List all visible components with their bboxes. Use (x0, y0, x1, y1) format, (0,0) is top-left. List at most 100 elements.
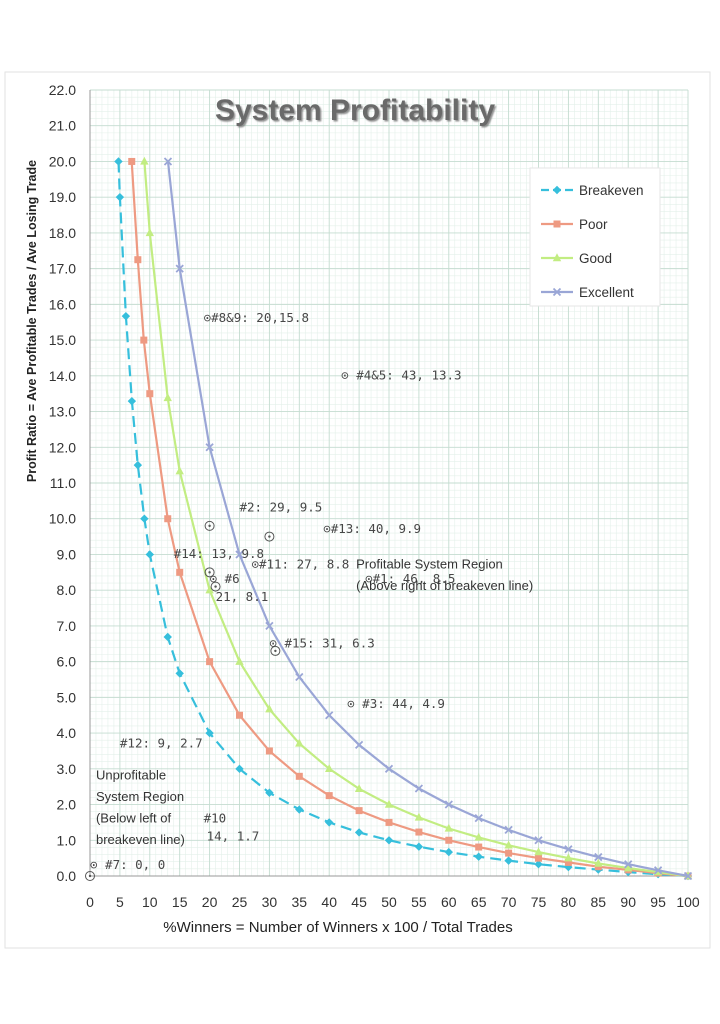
data-point-good (325, 764, 334, 773)
y-tick-label: 15.0 (49, 332, 76, 348)
x-tick-label: 40 (321, 894, 337, 910)
circled-marker (204, 520, 215, 531)
data-point-poor (265, 747, 273, 755)
legend-label-good: Good (579, 251, 612, 266)
data-point-excellent (504, 825, 513, 835)
circled-marker (264, 531, 275, 542)
region-label: breakeven line) (96, 832, 185, 847)
data-point-breakeven (354, 828, 364, 837)
data-point-breakeven (163, 632, 172, 642)
y-tick-label: 3.0 (57, 761, 77, 777)
x-axis-label: %Winners = Number of Winners x 100 / Tot… (163, 919, 512, 936)
data-point-excellent (683, 871, 693, 881)
chart-title: System Profitability (215, 94, 495, 127)
x-tick-label: 25 (232, 894, 248, 910)
circled-marker (204, 567, 215, 578)
y-tick-label: 0.0 (57, 868, 77, 884)
data-point-excellent (444, 800, 453, 809)
data-point-poor (564, 858, 572, 866)
data-point-poor (134, 256, 142, 264)
data-point-poor (176, 568, 184, 576)
y-tick-label: 18.0 (49, 225, 76, 241)
data-point-good (265, 704, 274, 713)
data-point-poor (475, 843, 483, 851)
data-point-breakeven (235, 764, 244, 774)
y-tick-label: 20.0 (49, 153, 76, 169)
handwritten-annotation: #2: 29, 9.5 (240, 500, 323, 515)
region-label: Unprofitable (96, 768, 166, 783)
x-tick-label: 95 (650, 894, 666, 910)
circled-marker-dot (208, 571, 211, 574)
data-point-good (414, 812, 424, 821)
legend-marker-poor (553, 220, 561, 228)
circled-marker-dot (208, 524, 211, 528)
series-lines (114, 156, 693, 881)
data-point-excellent (414, 784, 424, 793)
data-point-breakeven (114, 157, 123, 166)
data-point-excellent (564, 845, 573, 854)
series-line-breakeven (117, 161, 689, 878)
y-tick-label: 19.0 (49, 189, 76, 205)
x-tick-label: 80 (561, 894, 577, 910)
handwritten-annotation: ⊙#8&9: 20,15.8 (204, 310, 309, 325)
handwritten-annotation: #12: 9, 2.7 (120, 735, 203, 750)
data-point-excellent (265, 621, 274, 631)
circled-marker-ring (270, 645, 281, 656)
legend-label-poor: Poor (579, 217, 608, 232)
data-point-breakeven (444, 847, 453, 857)
circled-marker (210, 581, 221, 592)
handwritten-annotation: 21, 8.1 (216, 589, 269, 604)
data-point-breakeven (534, 860, 543, 869)
data-point-good (354, 784, 364, 793)
y-tick-label: 16.0 (49, 296, 76, 312)
x-tick-label: 65 (471, 894, 487, 910)
y-axis-label: Profit Ratio = Ave Profitable Trades / A… (25, 160, 39, 482)
y-tick-label: 5.0 (57, 689, 77, 705)
handwritten-annotation: ⊙#13: 40, 9.9 (323, 521, 421, 536)
handwritten-annotation: ⊙#1: 46, 8.5 (365, 571, 455, 586)
data-point-good (175, 466, 184, 475)
axes (89, 90, 688, 877)
data-point-poor (415, 828, 423, 836)
y-tick-label: 4.0 (57, 725, 77, 741)
data-point-poor (445, 836, 453, 844)
data-point-breakeven (175, 669, 184, 678)
data-point-excellent (384, 764, 394, 773)
circled-marker (270, 645, 281, 656)
data-point-excellent (594, 852, 603, 862)
circled-marker-ring (210, 581, 221, 592)
data-point-good (564, 853, 573, 862)
legend-label-excellent: Excellent (579, 285, 634, 300)
handwritten-annotation: ⊙ #7: 0, 0 (90, 857, 165, 872)
x-tick-label: 50 (381, 894, 397, 910)
y-tick-label: 11.0 (50, 475, 76, 491)
data-point-poor (295, 772, 303, 780)
data-point-breakeven (127, 396, 137, 406)
x-tick-label: 100 (676, 894, 700, 910)
x-tick-label: 45 (351, 894, 367, 910)
data-point-breakeven (115, 192, 125, 202)
data-point-breakeven (145, 550, 154, 559)
data-point-good (444, 823, 453, 832)
legend-box (529, 167, 661, 307)
y-tick-label: 2.0 (57, 797, 77, 813)
data-point-poor (325, 792, 333, 800)
data-point-good (145, 228, 154, 237)
series-excellent (163, 157, 693, 881)
data-point-good (594, 858, 603, 867)
data-point-excellent (163, 157, 173, 166)
handwritten-annotation: 14, 1.7 (207, 828, 260, 843)
data-point-breakeven (265, 788, 274, 797)
y-tick-label: 13.0 (49, 404, 76, 420)
circled-marker-dot (88, 874, 92, 878)
x-tick-label: 60 (441, 894, 457, 910)
x-tick-label: 0 (86, 894, 94, 910)
x-tick-label: 15 (172, 894, 188, 910)
circled-marker-ring (204, 567, 215, 578)
annotations: ⊙#8&9: 20,15.8 ⊙ #4&5: 43, 13.3 #2: 29, 9.… (85, 310, 533, 881)
data-point-breakeven (205, 728, 214, 738)
circled-marker-ring (204, 520, 215, 531)
data-point-excellent (354, 740, 364, 750)
x-tick-label: 10 (142, 894, 158, 910)
y-tick-label: 8.0 (57, 582, 77, 598)
